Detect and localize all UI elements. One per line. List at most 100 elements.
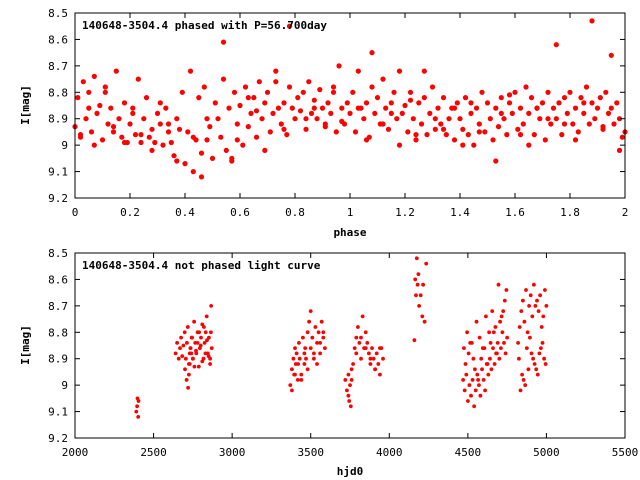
phased-data-point	[322, 124, 328, 130]
phased-data-point	[295, 95, 301, 101]
phased-data-point	[482, 129, 488, 135]
unphased-y-tick-label: 8.6	[48, 273, 68, 286]
phased-data-point	[600, 124, 606, 130]
phased-data-point	[413, 132, 419, 138]
phased-data-point	[347, 110, 353, 116]
unphased-data-point	[203, 351, 208, 356]
phased-data-point	[446, 116, 452, 122]
phased-data-point	[515, 126, 521, 132]
phased-data-point	[121, 139, 128, 146]
phased-data-point	[91, 73, 97, 79]
phased-data-point	[506, 92, 513, 98]
unphased-data-point	[296, 362, 300, 366]
phased-data-point	[451, 137, 458, 143]
phased-x-tick-label: 1.8	[560, 206, 580, 219]
phased-data-point	[594, 105, 601, 111]
unphased-data-point	[184, 378, 189, 382]
phased-data-point	[116, 116, 122, 122]
phased-data-point	[369, 50, 375, 56]
phased-x-label: phase	[333, 226, 366, 239]
unphased-data-point	[316, 330, 321, 335]
phased-data-point	[204, 116, 210, 122]
unphased-data-point	[523, 383, 528, 387]
phased-data-point	[564, 110, 570, 116]
phased-data-point	[407, 97, 414, 103]
phased-data-point	[330, 89, 337, 95]
phased-data-point	[581, 100, 587, 106]
phased-data-point	[262, 100, 268, 106]
phased-data-point	[539, 100, 546, 106]
unphased-data-point	[462, 346, 466, 350]
unphased-data-point	[190, 335, 195, 340]
unphased-data-point	[183, 367, 187, 372]
unphased-data-point	[367, 351, 371, 356]
phased-plot: 0 0.2 0.4 0.6 0.8 1 1.2 1.4 1.6 1.8 2 8.5 8.6 8.7 8.8 8…	[19, 7, 628, 239]
unphased-data-points	[134, 256, 549, 419]
unphased-data-point	[373, 367, 377, 372]
unphased-data-point	[199, 335, 203, 340]
phased-data-point	[548, 121, 554, 127]
phased-data-point	[273, 79, 279, 85]
phased-data-point	[220, 39, 227, 45]
phased-data-point	[517, 105, 524, 111]
unphased-data-point	[466, 351, 471, 356]
unphased-data-point	[498, 319, 502, 324]
phased-data-point	[174, 116, 180, 122]
phased-data-point	[270, 110, 276, 116]
phased-data-point	[578, 95, 584, 101]
unphased-data-point	[349, 367, 354, 372]
unphased-data-point	[463, 362, 468, 366]
unphased-y-tick-label: 8.8	[48, 326, 68, 339]
unphased-data-point	[495, 351, 499, 356]
phased-y-tick-label: 8.9	[48, 113, 68, 126]
phased-data-point	[317, 87, 323, 93]
phased-data-point	[405, 129, 411, 135]
unphased-data-point	[136, 399, 141, 403]
phased-data-point	[127, 121, 133, 127]
unphased-data-point	[544, 304, 549, 308]
unphased-data-point	[471, 356, 476, 361]
phased-x-tick-label: 1.2	[395, 206, 415, 219]
phased-data-point	[407, 89, 414, 95]
unphased-data-point	[499, 346, 503, 350]
phased-data-point	[462, 95, 469, 101]
unphased-data-point	[302, 362, 307, 366]
phased-data-point	[110, 124, 117, 130]
unphased-data-point	[528, 335, 532, 340]
phased-data-point	[201, 84, 207, 90]
unphased-ticks: 2000 2500 3000 3500 4000 4500 5000 5500 8.5 8.6 8.…	[48, 247, 638, 459]
phased-data-point	[608, 52, 614, 58]
unphased-data-point	[200, 359, 205, 364]
phased-data-point	[561, 121, 568, 127]
unphased-data-point	[476, 378, 480, 382]
unphased-data-point	[414, 256, 419, 261]
phased-data-point	[149, 126, 155, 132]
unphased-data-point	[486, 372, 491, 377]
unphased-data-point	[482, 346, 487, 350]
unphased-data-point	[378, 372, 382, 377]
unphased-data-point	[500, 330, 505, 335]
phased-data-point	[174, 158, 180, 164]
phased-data-point	[165, 121, 172, 127]
phased-data-point	[130, 105, 136, 111]
phased-data-point	[231, 89, 238, 95]
phased-data-point	[498, 110, 504, 116]
unphased-data-point	[461, 378, 465, 382]
phased-data-point	[484, 100, 491, 106]
phased-data-point	[460, 142, 466, 148]
unphased-data-point	[533, 304, 538, 308]
phased-data-point	[99, 137, 106, 143]
unphased-data-point	[412, 338, 417, 343]
phased-data-point	[344, 100, 350, 106]
phased-data-point	[388, 110, 394, 116]
phased-data-point	[306, 79, 312, 85]
unphased-data-point	[535, 372, 540, 377]
phased-data-point	[517, 132, 524, 138]
unphased-data-point	[185, 341, 189, 345]
phased-data-point	[424, 132, 430, 138]
phased-data-point	[86, 89, 92, 95]
phased-x-tick-label: 0.4	[175, 206, 195, 219]
unphased-data-point	[299, 378, 304, 382]
unphased-data-point	[352, 346, 357, 350]
phased-data-point	[273, 68, 279, 74]
